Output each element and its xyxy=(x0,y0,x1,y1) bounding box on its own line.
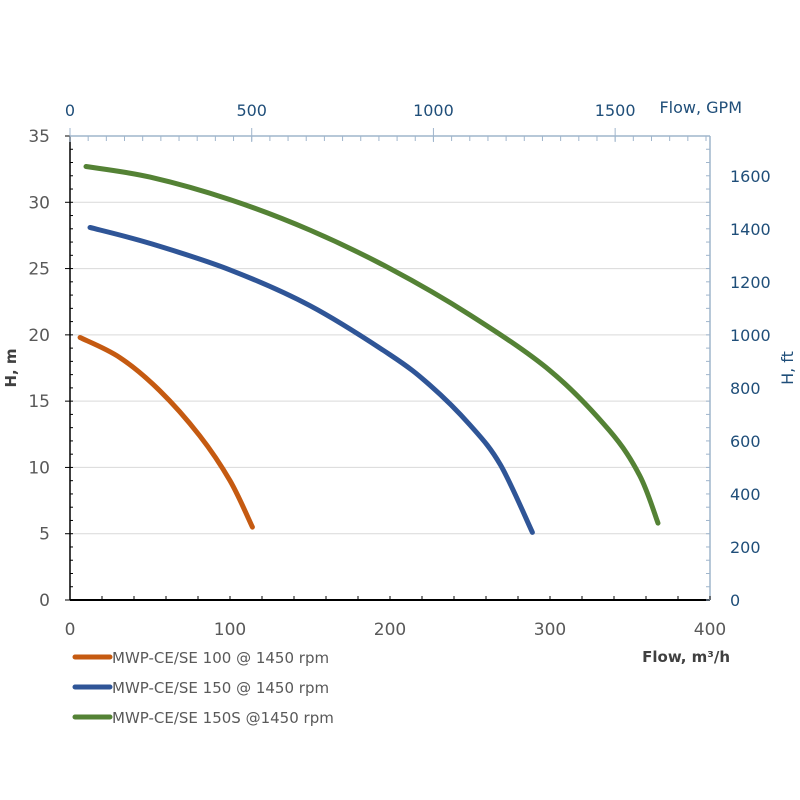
y-tick-label: 30 xyxy=(28,193,50,213)
series-line-2 xyxy=(87,224,535,535)
y2-tick-label: 1600 xyxy=(730,167,771,186)
y2-axis-label: H, ft xyxy=(778,351,797,385)
x-tick-label: 0 xyxy=(65,620,76,640)
series-line-1 xyxy=(77,335,255,530)
x-tick-label: 200 xyxy=(374,620,406,640)
y-tick-label: 20 xyxy=(28,326,50,346)
x2-tick-label: 1500 xyxy=(595,101,636,120)
x2-tick-label: 500 xyxy=(236,101,267,120)
y-tick-label: 25 xyxy=(28,260,50,280)
y2-tick-label: 400 xyxy=(730,485,761,504)
y2-tick-label: 200 xyxy=(730,538,761,557)
x-axis-label: Flow, m³/h xyxy=(642,648,730,666)
x-tick-label: 100 xyxy=(214,620,246,640)
x-tick-label: 300 xyxy=(534,620,566,640)
y2-tick-label: 600 xyxy=(730,432,761,451)
y2-tick-label: 0 xyxy=(730,591,740,610)
y-tick-label: 10 xyxy=(28,458,50,478)
legend-label-2: MWP-CE/SE 150 @ 1450 rpm xyxy=(112,679,329,697)
y2-tick-label: 1200 xyxy=(730,273,771,292)
series-line-3 xyxy=(83,163,661,526)
y-tick-label: 0 xyxy=(39,591,50,611)
y-tick-label: 35 xyxy=(28,127,50,147)
y-tick-label: 5 xyxy=(39,525,50,545)
y-axis-label: H, m xyxy=(2,348,20,387)
y2-tick-label: 1400 xyxy=(730,220,771,239)
x2-axis-label: Flow, GPM xyxy=(659,98,742,117)
legend-label-1: MWP-CE/SE 100 @ 1450 rpm xyxy=(112,649,329,667)
y2-tick-label: 1000 xyxy=(730,326,771,345)
legend-label-3: MWP-CE/SE 150S @1450 rpm xyxy=(112,709,334,727)
y2-tick-label: 800 xyxy=(730,379,761,398)
x-tick-label: 400 xyxy=(694,620,726,640)
x2-tick-label: 1000 xyxy=(413,101,454,120)
y-tick-label: 15 xyxy=(28,392,50,412)
x2-tick-label: 0 xyxy=(65,101,75,120)
